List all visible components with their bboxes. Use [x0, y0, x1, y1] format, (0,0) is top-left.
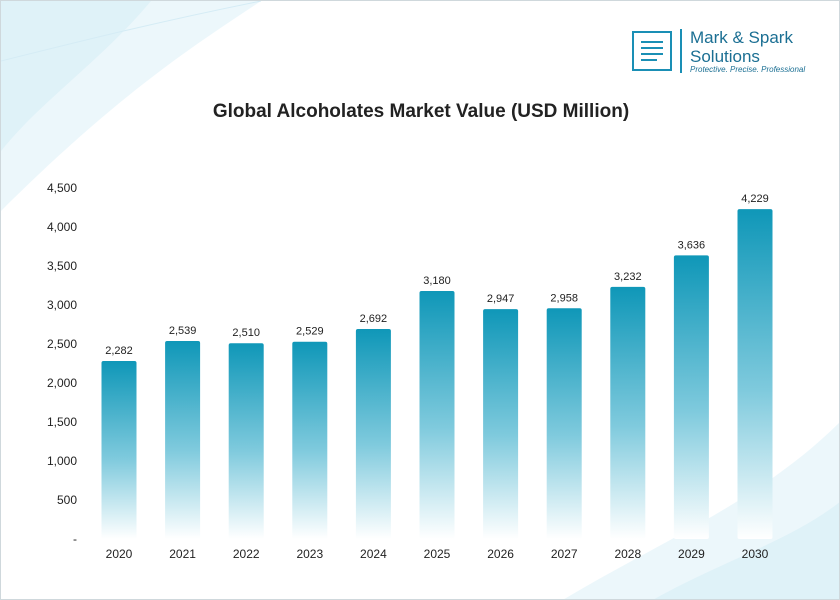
data-label-2027: 2,958	[550, 292, 578, 304]
data-label-2022: 2,510	[232, 327, 260, 339]
x-tick-label-2022: 2022	[233, 547, 260, 561]
x-tick-label-2025: 2025	[424, 547, 451, 561]
x-tick-label-2023: 2023	[296, 547, 323, 561]
chart-title: Global Alcoholates Market Value (USD Mil…	[212, 101, 630, 122]
y-tick-label: 1,500	[47, 415, 77, 429]
brand-name-line2: Solutions	[690, 47, 760, 66]
brand-name-line1: Mark & Spark	[690, 28, 793, 47]
data-label-2025: 3,180	[423, 275, 451, 287]
x-tick-label-2020: 2020	[106, 547, 133, 561]
x-tick-label-2024: 2024	[360, 547, 387, 561]
y-tick-label: 3,500	[47, 259, 77, 273]
bar-2020	[101, 361, 137, 539]
x-tick-label-2026: 2026	[487, 547, 514, 561]
data-label-2028: 3,232	[614, 271, 642, 283]
bar-2024	[355, 329, 391, 539]
x-tick-label-2027: 2027	[551, 547, 578, 561]
y-tick-label: 4,500	[47, 181, 77, 195]
data-label-2029: 3,636	[678, 239, 706, 251]
y-tick-label: 500	[57, 493, 77, 507]
data-label-2021: 2,539	[169, 325, 197, 337]
bar-2023	[292, 341, 328, 539]
y-tick-label: 4,000	[47, 220, 77, 234]
data-label-2023: 2,529	[296, 326, 324, 338]
bar-2030	[737, 209, 773, 539]
bar-2027	[546, 308, 582, 539]
logo-divider	[680, 29, 682, 73]
x-tick-label-2030: 2030	[742, 547, 769, 561]
data-label-2020: 2,282	[105, 345, 133, 357]
x-tick-label-2029: 2029	[678, 547, 705, 561]
brand-name: Mark & Spark Solutions	[690, 28, 793, 66]
bar-2026	[483, 309, 519, 539]
x-tick-label-2021: 2021	[169, 547, 196, 561]
bar-2028	[610, 286, 646, 539]
x-tick-label-2028: 2028	[614, 547, 641, 561]
bar-2025	[419, 290, 455, 539]
y-tick-label: 1,000	[47, 454, 77, 468]
brand-tagline: Protective. Precise. Professional	[690, 65, 806, 74]
bar-2029	[673, 255, 709, 539]
data-label-2024: 2,692	[360, 313, 388, 325]
data-label-2026: 2,947	[487, 293, 515, 305]
bar-2021	[165, 340, 201, 539]
data-label-2030: 4,229	[741, 193, 769, 205]
y-tick-label: 3,000	[47, 298, 77, 312]
brand-logo: Mark & Spark Solutions Protective. Preci…	[632, 28, 832, 77]
bar-2022	[228, 343, 264, 539]
document-icon	[632, 31, 672, 71]
y-tick-label: -	[73, 532, 77, 546]
y-tick-label: 2,000	[47, 376, 77, 390]
y-tick-label: 2,500	[47, 337, 77, 351]
